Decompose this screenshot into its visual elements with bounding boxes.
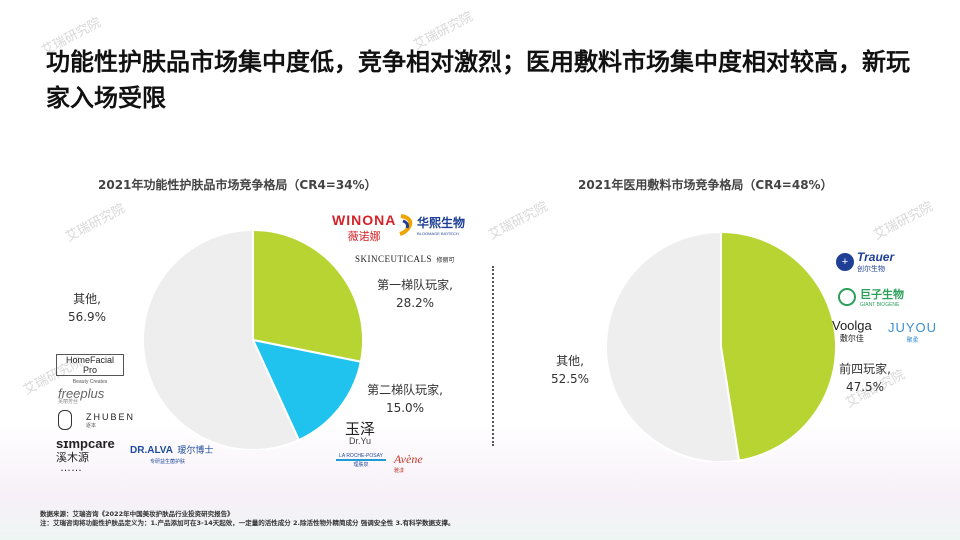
- slice-label-text: 第二梯队玩家,: [367, 383, 443, 397]
- slice-label-value: 52.5%: [550, 372, 590, 386]
- laroche-logo: LA ROCHE-POSAY 理肤泉: [336, 453, 386, 468]
- slice-label-text: 其他,: [73, 292, 101, 306]
- juyou-logo: JUYOU 聚柔: [888, 320, 938, 344]
- slice-label-tier2: 第二梯队玩家, 15.0%: [365, 381, 445, 417]
- freeplus-logo: freeplus 芙丽芳丝: [58, 386, 105, 405]
- dralva-logo: DR.ALVA 瑷尔博士 专研益生菌护肤: [130, 445, 214, 465]
- slice-label-text: 第一梯队玩家,: [377, 278, 453, 292]
- simpcare-logo: sɪmpcare 溪木源: [56, 436, 115, 464]
- bloomage-logo: 华熙生物 BLOOMAGE BIOTECH: [398, 214, 465, 236]
- pie-slice-tier2: [251, 338, 363, 442]
- slice-label-text: 其他,: [556, 354, 584, 368]
- pie-slice-other: [606, 232, 741, 462]
- pie-chart-functional: [143, 230, 363, 450]
- chart-title-functional: 2021年功能性护肤品市场竞争格局（CR4=34%）: [98, 178, 377, 192]
- slice-label-value: 56.9%: [67, 310, 107, 324]
- bloomage-icon: [399, 214, 413, 236]
- more-brands-ellipsis: ……: [60, 462, 82, 474]
- slice-label-value: 28.2%: [395, 296, 435, 310]
- slice-label-value: 47.5%: [845, 380, 885, 394]
- footnote-source: 数据来源：艾瑞咨询《2022年中国美妆护肤品行业投资研究报告》: [40, 510, 234, 518]
- yuze-logo: 玉泽 Dr.Yu: [345, 420, 376, 446]
- trauer-logo: + Trauer 创尔生物: [836, 250, 894, 274]
- winona-logo: WINONA 薇诺娜: [332, 212, 397, 243]
- pie-slice-tier1: [252, 230, 363, 363]
- watermark: 艾瑞研究院: [871, 199, 936, 244]
- pie-slice-other: [143, 230, 301, 450]
- slice-label-other: 其他, 56.9%: [62, 290, 112, 326]
- pie-chart-dressing: [606, 232, 836, 462]
- zhuben-emblem: [58, 410, 72, 430]
- zhuben-logo: ZHUBEN 逐本: [58, 410, 135, 430]
- slice-label-value: 15.0%: [385, 401, 425, 415]
- footnote-note: 注：艾瑞咨询将功能性护肤品定义为：1.产品添加可在3-14天起效，一定量的活性成…: [40, 519, 455, 527]
- page-title: 功能性护肤品市场集中度低，竞争相对激烈；医用敷料市场集中度相对较高，新玩家入场受…: [46, 48, 910, 112]
- homefacial-logo: HomeFacial Pro Beauty Creates: [56, 354, 124, 385]
- trauer-emblem: +: [836, 253, 854, 271]
- avene-logo: Avène 雅漾: [394, 452, 423, 474]
- skinceuticals-logo: SkinCeuticals 修丽可: [355, 254, 455, 264]
- giant-emblem: [838, 288, 856, 306]
- slice-label-text: 前四玩家,: [839, 362, 891, 376]
- voolga-logo: Voolga 敷尔佳: [832, 318, 872, 343]
- divider: [492, 266, 494, 446]
- watermark: 艾瑞研究院: [63, 201, 128, 246]
- watermark: 艾瑞研究院: [486, 199, 551, 244]
- slice-label-top4: 前四玩家, 47.5%: [830, 360, 900, 396]
- giant-biogene-logo: 巨子生物 GIANT BIOGENE: [838, 286, 904, 308]
- chart-title-dressing: 2021年医用敷料市场竞争格局（CR4=48%）: [578, 178, 833, 192]
- pie-slice-top4: [720, 232, 836, 462]
- slice-label-tier1: 第一梯队玩家, 28.2%: [375, 276, 455, 312]
- slice-label-other: 其他, 52.5%: [545, 352, 595, 388]
